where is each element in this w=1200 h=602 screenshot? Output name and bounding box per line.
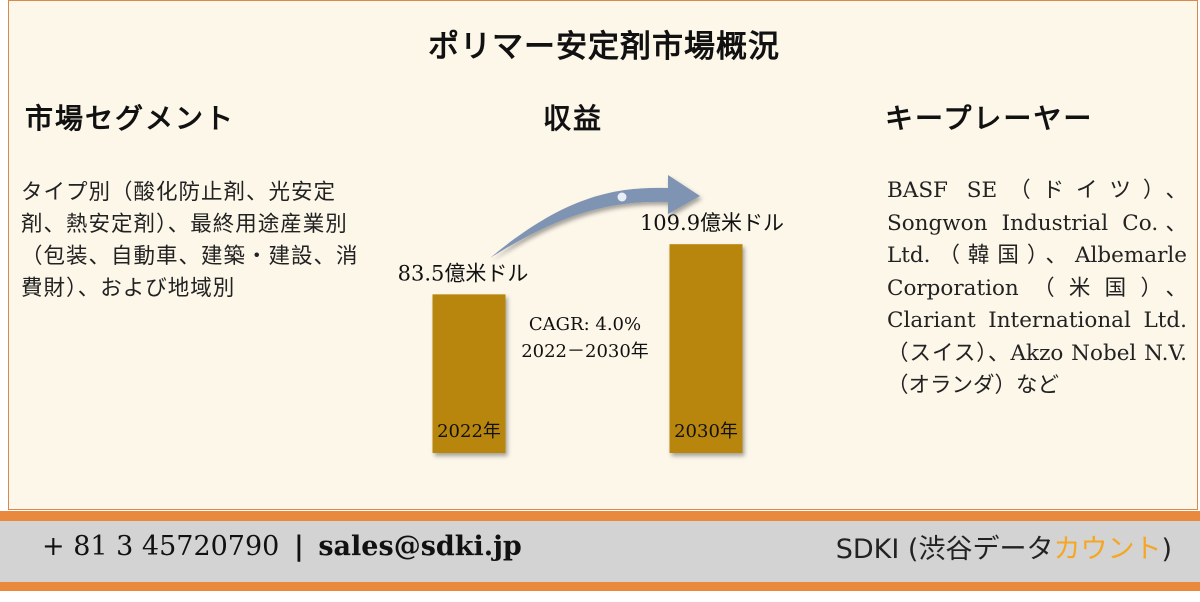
email-link[interactable]: sales@sdki.jp xyxy=(318,531,522,562)
bar-value-label: 109.9億米ドル xyxy=(640,211,784,235)
brand-name: SDKI (渋谷データカウント) xyxy=(836,527,1172,566)
overview-panel: ポリマー安定剤市場概況 市場セグメント 収益 キープレーヤー タイプ別（酸化防止… xyxy=(8,0,1198,510)
footer-top-stripe xyxy=(0,511,1200,521)
arrow-dot-icon xyxy=(617,192,627,202)
page-title: ポリマー安定剤市場概況 xyxy=(428,29,780,65)
contact-separator: | xyxy=(293,531,304,562)
footer-bottom-stripe xyxy=(0,582,1200,591)
cagr-period: 2022－2030年 xyxy=(521,341,649,362)
bar-2022年 xyxy=(432,294,506,453)
phone-number[interactable]: + 81 3 45720790 xyxy=(42,531,280,562)
bar-2030年 xyxy=(669,244,743,453)
players-description: BASF SE（ドイツ）、Songwon Industrial Co.、Ltd.… xyxy=(887,178,1187,398)
bar-value-label: 83.5億米ドル xyxy=(398,261,529,285)
players-heading: キープレーヤー xyxy=(885,102,1094,135)
cagr-label: CAGR: 4.0% xyxy=(529,314,641,335)
contact-info: + 81 3 45720790 | sales@sdki.jp xyxy=(42,531,522,562)
segments-description: タイプ別（酸化防止剤、光安定剤、熱安定剤）、最終用途産業別（包装、自動車、建築・… xyxy=(21,180,359,301)
segments-heading: 市場セグメント xyxy=(25,102,236,135)
brand-accent: カウント xyxy=(1053,534,1162,565)
revenue-heading: 収益 xyxy=(543,102,604,135)
bar-category-label: 2022年 xyxy=(437,421,501,442)
footer-bar: + 81 3 45720790 | sales@sdki.jp SDKI (渋谷… xyxy=(0,521,1200,582)
brand-close: ) xyxy=(1161,534,1172,565)
growth-arrow-icon xyxy=(490,175,700,258)
bar-category-label: 2030年 xyxy=(674,421,738,442)
brand-main: SDKI (渋谷データ xyxy=(835,534,1054,565)
revenue-chart: 2022年 83.5億米ドル 2030年 109.9億米ドル CAGR: 4.0% 2… xyxy=(398,175,784,453)
